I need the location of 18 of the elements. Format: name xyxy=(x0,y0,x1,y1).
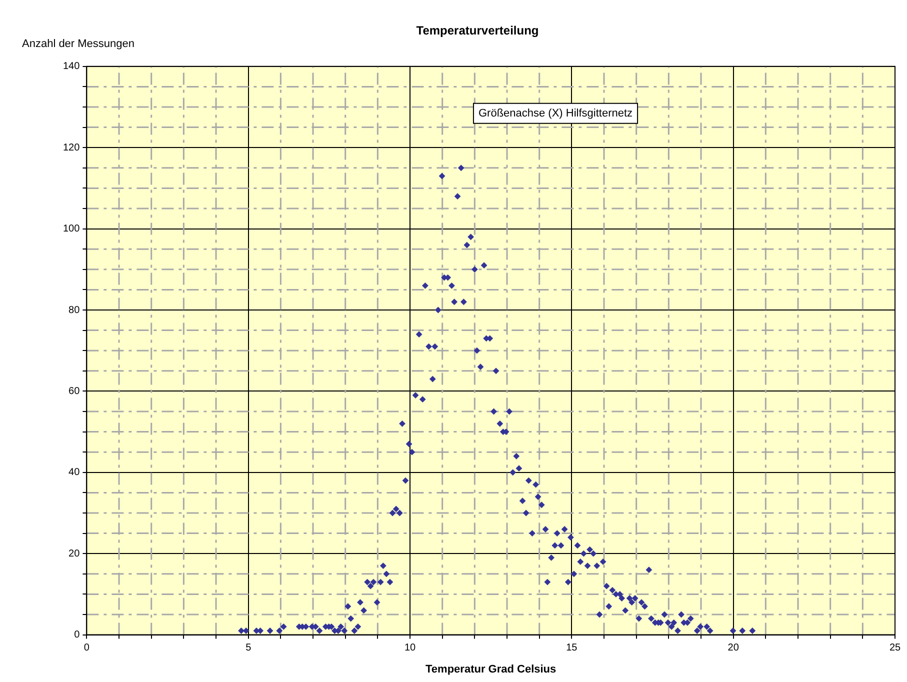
y-axis-title: Anzahl der Messungen xyxy=(22,38,135,50)
x-tick-label: 15 xyxy=(566,642,578,654)
chart-title: Temperaturverteilung xyxy=(416,24,539,38)
y-tick-label: 80 xyxy=(68,304,80,316)
x-tick-label: 0 xyxy=(84,642,90,654)
y-tick-label: 40 xyxy=(68,467,80,478)
y-tick-label: 100 xyxy=(62,224,80,235)
x-tick-label: 25 xyxy=(889,642,901,654)
y-tick-label: 20 xyxy=(68,548,80,560)
x-tick-label: 5 xyxy=(246,642,252,654)
y-tick-label: 140 xyxy=(62,61,80,72)
y-tick-label: 60 xyxy=(68,386,80,397)
x-tick-label: 20 xyxy=(728,642,740,654)
annotation: Größenachse (X) Hilfsgitternetz xyxy=(478,107,633,120)
y-tick-label: 0 xyxy=(74,630,80,641)
x-tick-label: 10 xyxy=(404,642,416,654)
x-axis-title: Temperatur Grad Celsius xyxy=(426,663,556,676)
y-tick-label: 120 xyxy=(62,142,80,154)
